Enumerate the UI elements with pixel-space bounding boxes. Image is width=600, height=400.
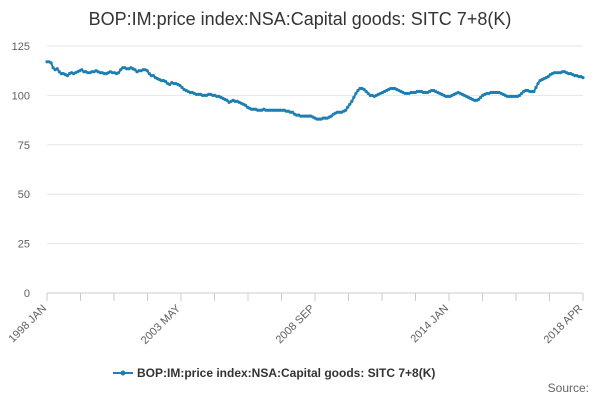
data-point[interactable]: [57, 70, 61, 74]
data-point[interactable]: [352, 95, 356, 99]
data-point[interactable]: [147, 72, 151, 76]
data-point[interactable]: [133, 68, 137, 72]
data-point[interactable]: [51, 66, 55, 70]
data-point[interactable]: [117, 71, 121, 75]
data-point[interactable]: [348, 102, 352, 106]
legend[interactable]: BOP:IM:price index:NSA:Capital goods: SI…: [113, 366, 435, 380]
data-point[interactable]: [354, 91, 358, 96]
data-point[interactable]: [517, 93, 522, 97]
data-point[interactable]: [477, 97, 481, 101]
data-point[interactable]: [366, 91, 370, 96]
data-point[interactable]: [329, 114, 333, 118]
data-point[interactable]: [80, 68, 84, 72]
data-point[interactable]: [346, 105, 350, 109]
data-point[interactable]: [350, 99, 354, 103]
data-point[interactable]: [364, 89, 368, 94]
data-point[interactable]: [243, 103, 248, 107]
data-point[interactable]: [520, 91, 524, 96]
grid: [47, 45, 583, 245]
x-tick-label: 2018 APR: [542, 303, 586, 347]
data-point[interactable]: [225, 98, 229, 102]
data-point[interactable]: [479, 95, 483, 99]
data-point[interactable]: [344, 108, 348, 112]
x-tick-label: 1998 JAN: [6, 303, 49, 346]
legend-marker-swatch: [120, 370, 126, 376]
data-point[interactable]: [536, 81, 540, 86]
data-point[interactable]: [168, 82, 172, 87]
data-point[interactable]: [532, 89, 536, 94]
data-point[interactable]: [180, 85, 184, 90]
credits-label[interactable]: Source:: [548, 381, 589, 395]
y-tick-label: 75: [18, 140, 30, 152]
data-point[interactable]: [581, 76, 585, 80]
data-point[interactable]: [546, 75, 550, 79]
data-point[interactable]: [55, 67, 59, 71]
data-point[interactable]: [49, 61, 53, 65]
data-point[interactable]: [164, 79, 168, 84]
y-tick-label: 25: [18, 239, 30, 251]
data-point[interactable]: [178, 83, 182, 88]
y-tick-label: 50: [18, 189, 30, 201]
x-tick-label: 2008 SEP: [274, 303, 318, 347]
chart-title: BOP:IM:price index:NSA:Capital goods: SI…: [89, 9, 512, 29]
series-points: [45, 60, 585, 121]
legend-series-label: BOP:IM:price index:NSA:Capital goods: SI…: [137, 366, 435, 380]
plot-area: [45, 60, 585, 121]
data-point[interactable]: [145, 69, 149, 73]
y-tick-label: 125: [12, 41, 30, 53]
data-point[interactable]: [356, 88, 360, 93]
series-line[interactable]: [47, 60, 584, 121]
data-point[interactable]: [362, 87, 366, 92]
data-point[interactable]: [534, 85, 538, 90]
y-tick-label: 100: [12, 90, 30, 102]
x-tick-label: 2003 MAY: [139, 302, 184, 347]
x-tick-label: 2014 JAN: [408, 303, 451, 346]
data-point[interactable]: [119, 68, 123, 72]
data-point[interactable]: [65, 74, 70, 78]
data-point[interactable]: [290, 110, 295, 114]
data-point[interactable]: [151, 74, 155, 78]
y-tick-label: 0: [24, 288, 30, 300]
